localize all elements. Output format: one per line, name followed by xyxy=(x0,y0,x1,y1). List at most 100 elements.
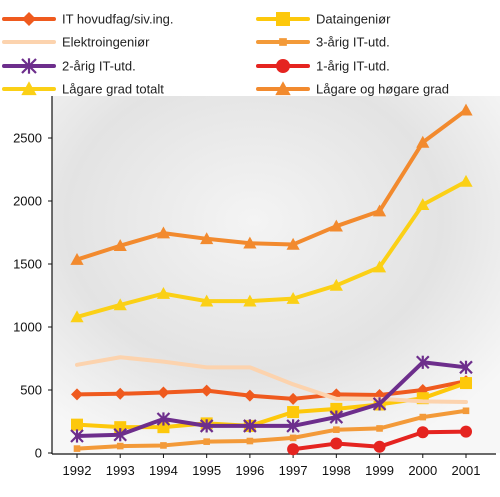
data-point xyxy=(373,440,386,453)
x-tick-label: 1998 xyxy=(322,463,351,478)
data-point xyxy=(156,412,171,426)
data-point xyxy=(70,252,84,265)
data-point xyxy=(460,377,472,390)
series-1-arig-it-utd xyxy=(287,425,472,456)
series-line-it-hovudfag-siv-ing xyxy=(75,379,468,401)
data-point xyxy=(416,198,430,211)
data-point xyxy=(114,421,127,434)
data-point xyxy=(459,174,473,187)
data-point xyxy=(462,407,470,415)
series-elektroingenior xyxy=(75,355,468,404)
series-line-2-arig-it-utd xyxy=(75,360,468,438)
data-point xyxy=(71,388,83,401)
legend-swatch-marker xyxy=(22,12,36,26)
data-point xyxy=(243,419,257,433)
data-point xyxy=(329,219,343,232)
data-point xyxy=(287,392,300,405)
data-point xyxy=(333,426,340,433)
data-point xyxy=(200,232,214,245)
series-line-lagare-grad-totalt xyxy=(75,179,468,319)
legend-label: Lågare og høgare grad xyxy=(316,82,449,97)
data-point xyxy=(113,298,127,311)
x-tick-label: 2000 xyxy=(408,463,437,478)
legend-swatch-marker xyxy=(276,12,290,26)
x-tick-label: 2001 xyxy=(452,463,481,478)
data-point xyxy=(376,425,383,432)
data-point xyxy=(243,389,256,402)
data-point xyxy=(71,418,83,431)
data-point xyxy=(156,287,171,299)
legend: IT hovudfag/siv.ing. Dataingeniør Elektroi… xyxy=(2,12,449,97)
legend-label: 3-årig IT-utd. xyxy=(316,35,390,50)
y-tick-label: 0 xyxy=(35,446,42,461)
data-point xyxy=(286,419,300,433)
data-point xyxy=(156,226,171,239)
data-point xyxy=(157,421,170,434)
x-tick-label: 1999 xyxy=(365,463,394,478)
series-line-3-arig-it-utd xyxy=(75,408,468,451)
legend-label: 2-årig IT-utd. xyxy=(62,59,136,74)
data-point xyxy=(459,360,473,375)
series-2-arig-it-utd xyxy=(70,355,473,443)
x-tick-label: 1992 xyxy=(63,463,92,478)
data-point xyxy=(289,434,297,442)
data-point xyxy=(286,237,300,250)
series-3-arig-it-utd xyxy=(73,407,470,452)
data-point xyxy=(415,355,430,370)
data-point xyxy=(329,278,343,291)
y-tick-label: 1500 xyxy=(13,257,42,272)
legend-item-3-arig-it-utd: 3-årig IT-utd. xyxy=(256,35,390,50)
x-tick-label: 1993 xyxy=(106,463,135,478)
x-tick-label: 1994 xyxy=(149,463,178,478)
legend-swatch-marker xyxy=(21,81,37,96)
legend-item-lagare-og-hogare-grad: Lågare og høgare grad xyxy=(256,81,449,97)
data-point xyxy=(200,294,214,307)
data-point xyxy=(203,438,210,445)
data-point xyxy=(372,260,387,273)
data-point xyxy=(70,429,84,443)
axes: 0 500 1000 1500 2000 2500 1992 1993 1994 1995 1996… xyxy=(13,96,496,478)
data-point xyxy=(286,292,300,304)
series-line-lagare-og-hogare-grad xyxy=(75,108,468,262)
data-point xyxy=(160,442,167,449)
data-point xyxy=(416,135,430,148)
legend-swatch-marker xyxy=(279,38,287,46)
legend-label: 1-årig IT-utd. xyxy=(316,59,390,74)
y-tick-label: 500 xyxy=(20,383,42,398)
series-group xyxy=(70,103,473,456)
data-point xyxy=(372,204,387,217)
data-point xyxy=(113,427,128,442)
legend-swatch-marker xyxy=(275,81,291,96)
series-lagare-grad-totalt xyxy=(70,174,473,323)
data-point xyxy=(200,384,213,397)
legend-item-2-arig-it-utd: 2-årig IT-utd. xyxy=(2,58,136,74)
data-point xyxy=(199,419,214,433)
data-point xyxy=(372,397,387,411)
data-point xyxy=(70,310,84,323)
legend-swatch-marker xyxy=(276,59,290,73)
x-tick-label: 1996 xyxy=(235,463,264,478)
data-point xyxy=(419,413,427,421)
legend-label: Elektroingeniør xyxy=(62,35,150,50)
data-point xyxy=(157,386,170,399)
legend-label: Dataingeniør xyxy=(316,12,391,27)
legend-label: IT hovudfag/siv.ing. xyxy=(62,12,174,27)
legend-item-dataingenior: Dataingeniør xyxy=(256,12,391,27)
x-tick-label: 1997 xyxy=(279,463,308,478)
y-tick-label: 2500 xyxy=(13,131,42,146)
data-point xyxy=(114,387,127,400)
y-tick-label: 1000 xyxy=(13,320,42,335)
legend-item-1-arig-it-utd: 1-årig IT-utd. xyxy=(256,59,390,74)
legend-item-elektroingenior: Elektroingeniør xyxy=(2,35,150,50)
data-point xyxy=(330,402,343,415)
legend-swatch-marker xyxy=(21,58,37,74)
series-lagare-og-hogare-grad xyxy=(70,103,473,265)
data-point xyxy=(329,410,344,424)
data-point xyxy=(287,406,300,419)
data-point xyxy=(330,437,343,450)
data-point xyxy=(416,426,429,439)
series-line-elektroingenior xyxy=(75,355,468,404)
data-point xyxy=(243,236,257,249)
